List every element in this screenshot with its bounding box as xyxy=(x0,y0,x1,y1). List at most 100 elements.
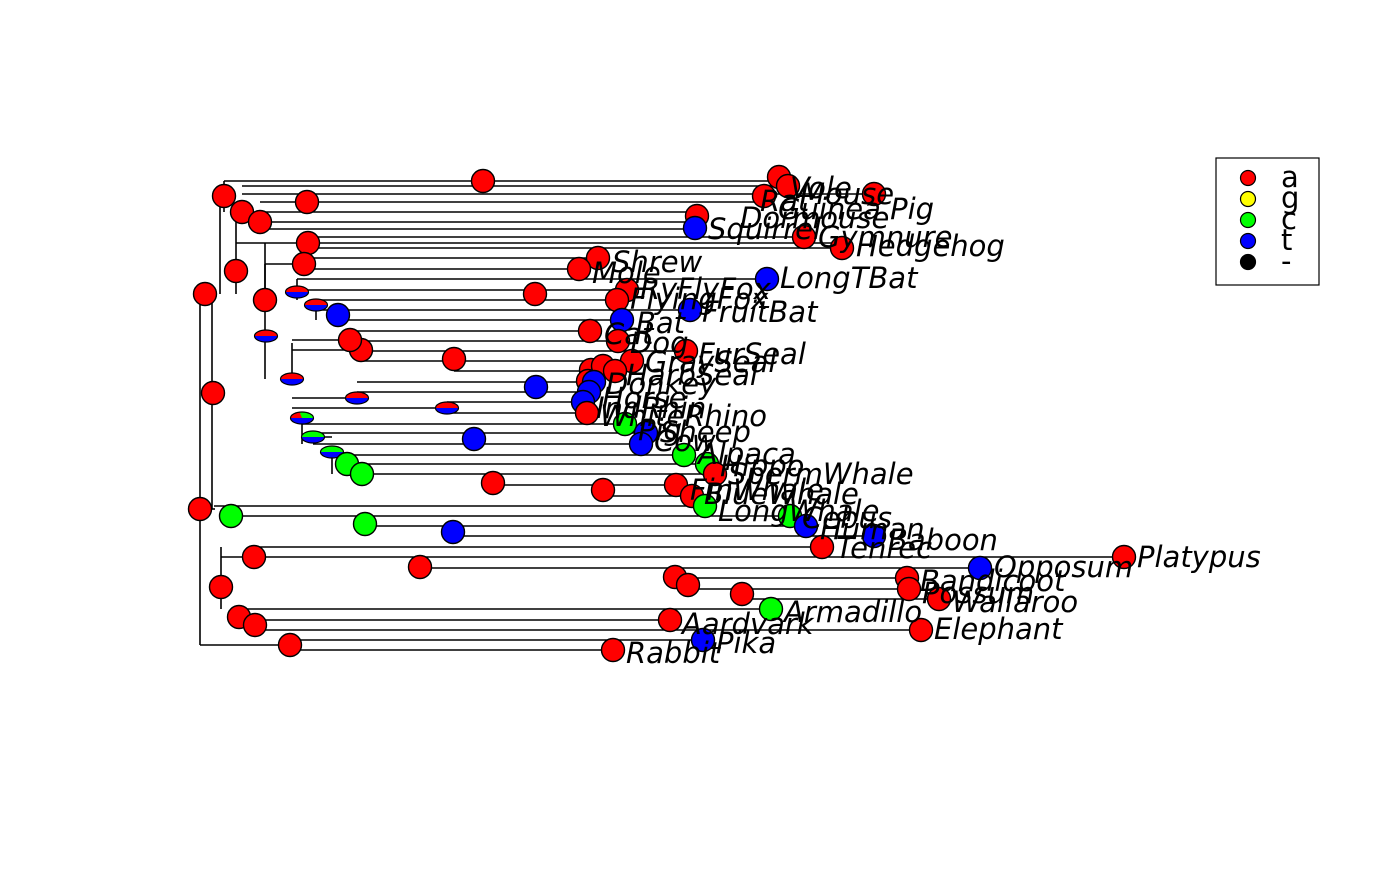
pie-outline xyxy=(300,430,326,444)
taxon-label-dormouse: Dormouse xyxy=(740,201,889,235)
taxon-label-dog: Dog xyxy=(630,326,688,360)
tip-node-rabbit xyxy=(600,637,626,663)
ancestral-pie-15 xyxy=(284,285,310,299)
tip-node-hedgehog xyxy=(829,235,855,261)
taxon-label-longwhale: LongWhale xyxy=(718,494,879,528)
taxon-label-bandicoot: Bandicoot xyxy=(920,564,1067,598)
taxon-label-horse: Horse xyxy=(602,381,686,415)
ancestral-pie-24 xyxy=(344,391,370,405)
pie-outline xyxy=(289,411,315,425)
legend-swatch-0 xyxy=(1239,169,1257,187)
pie-slice xyxy=(290,418,314,425)
taxon-label-alpaca: Alpaca xyxy=(696,437,796,471)
taxon-label-furseal: FurSeal xyxy=(698,337,806,371)
tip-node-fruitbat xyxy=(677,297,703,323)
ancestral-node-33 xyxy=(590,477,616,503)
taxon-label-pika: Pika xyxy=(716,626,776,660)
ancestral-node-14 xyxy=(337,327,363,353)
tip-node-tenrec xyxy=(809,534,835,560)
tip-node-furseal xyxy=(673,338,699,364)
tip-node-platypus xyxy=(1111,544,1137,570)
pie-slice xyxy=(254,336,278,342)
pie-slice xyxy=(435,408,459,414)
pie-slice xyxy=(435,402,459,408)
tip-node-baboon xyxy=(861,523,887,549)
tip-node-spermwhale xyxy=(702,461,728,487)
taxon-label-bat: Bat xyxy=(636,306,687,340)
taxon-label-fruitbat: FruitBat xyxy=(702,295,819,329)
taxon-label-aardvark: Aardvark xyxy=(680,607,815,641)
ancestral-pie-27 xyxy=(300,430,326,444)
ancestral-node-32 xyxy=(480,470,506,496)
tip-node-possum xyxy=(896,576,922,602)
taxon-label-grayseal: GraySeal xyxy=(645,345,776,379)
taxon-label-vole: Vole xyxy=(790,171,852,205)
ancestral-node-2 xyxy=(200,380,226,406)
pie-outline xyxy=(284,285,310,299)
taxon-label-spermwhale: SpermWhale xyxy=(728,457,914,491)
ancestral-pie-19 xyxy=(279,372,305,386)
ancestral-node-39 xyxy=(407,554,433,580)
ancestral-node-7 xyxy=(294,189,320,215)
ancestral-node-17 xyxy=(325,302,351,328)
taxon-label-bluewhale: BlueWhale xyxy=(704,477,859,511)
taxon-label-armadillo: Armadillo xyxy=(782,595,922,629)
taxon-label-hippo: Hippo xyxy=(720,449,804,483)
tip-node-wallaroo xyxy=(926,586,952,612)
pie-slice xyxy=(280,373,304,379)
ancestral-node-31 xyxy=(349,461,375,487)
ancestral-pie-25 xyxy=(434,401,460,415)
pie-outline xyxy=(279,372,305,386)
tip-node-squirrel xyxy=(682,215,708,241)
taxon-label-gymnure: Gymnure xyxy=(818,220,952,254)
ancestral-node-12 xyxy=(522,281,548,307)
tip-node-mouse xyxy=(775,173,801,199)
pie-slice xyxy=(304,299,328,305)
taxon-label-mouse: Mouse xyxy=(800,177,894,211)
tip-node-armadillo xyxy=(758,596,784,622)
pie-slice xyxy=(320,446,344,452)
ancestral-node-37 xyxy=(440,519,466,545)
ancestral-node-9 xyxy=(295,230,321,256)
pie-outline xyxy=(319,445,345,459)
taxon-label-opposum: Opposum xyxy=(994,550,1133,584)
legend-label-4: - xyxy=(1281,244,1291,278)
pie-slice xyxy=(345,392,369,398)
tip-node-longtbat xyxy=(754,266,780,292)
tip-node-cat xyxy=(577,318,603,344)
taxon-label-cebus: Cebus xyxy=(802,501,892,535)
pie-slice xyxy=(304,305,328,311)
tip-node-opposum xyxy=(967,555,993,581)
ancestral-pie-16 xyxy=(303,298,329,312)
ancestral-node-23 xyxy=(523,374,549,400)
taxon-label-shrew: Shrew xyxy=(612,245,703,279)
pie-slice xyxy=(254,330,278,336)
ancestral-node-41 xyxy=(675,572,701,598)
legend-swatch-2 xyxy=(1239,211,1257,229)
taxon-label-tenrec: Tenrec xyxy=(836,531,932,565)
tree-branches xyxy=(199,180,1124,651)
pie-slice xyxy=(301,437,325,443)
tip-node-human xyxy=(793,513,819,539)
pie-outline xyxy=(344,391,370,405)
tip-node-pig xyxy=(612,411,638,437)
ancestral-node-20 xyxy=(441,346,467,372)
taxon-label-indrhin: IndRhin xyxy=(596,391,706,425)
taxon-label-flyingfox: FlyingFox xyxy=(630,282,769,316)
tip-node-whiterhino xyxy=(574,400,600,426)
taxon-label-longtbat: LongTBat xyxy=(780,261,919,295)
pie-slice xyxy=(285,292,309,298)
ancestral-node-10 xyxy=(252,287,278,313)
pie-slice xyxy=(285,286,309,292)
pie-slice xyxy=(345,398,369,404)
taxon-label-human: Human xyxy=(820,512,925,546)
ancestral-node-3 xyxy=(211,183,237,209)
tip-node-aardvark xyxy=(657,607,683,633)
tip-node-longwhale xyxy=(692,493,718,519)
taxon-label-squirrel: Squirrel xyxy=(708,212,821,246)
taxon-label-possum: Possum xyxy=(922,576,1034,610)
pie-slice xyxy=(290,412,302,418)
taxon-label-whiterhino: WhiteRhino xyxy=(600,399,767,433)
taxon-label-rat: Rat xyxy=(760,184,811,218)
